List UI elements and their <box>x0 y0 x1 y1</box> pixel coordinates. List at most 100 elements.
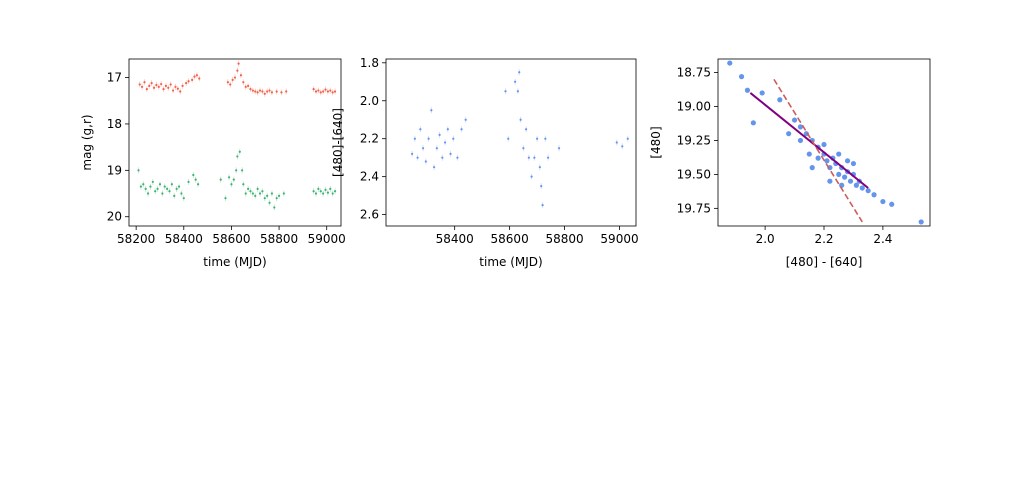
series-0 <box>727 60 924 225</box>
axes-frame <box>128 58 342 227</box>
data-point <box>544 137 547 140</box>
data-point <box>326 90 329 93</box>
plot-area <box>727 60 924 225</box>
data-point <box>821 141 827 148</box>
data-point <box>231 78 234 81</box>
data-point <box>329 187 332 190</box>
data-point <box>314 90 318 93</box>
data-point <box>791 117 798 123</box>
data-point <box>333 190 337 193</box>
data-point <box>194 178 197 181</box>
data-point <box>157 85 160 88</box>
data-point <box>229 83 232 86</box>
data-point <box>236 155 239 158</box>
data-point <box>258 89 262 92</box>
data-point <box>844 158 851 164</box>
data-point <box>192 173 195 177</box>
data-point <box>266 90 269 93</box>
data-point <box>438 133 441 137</box>
data-point <box>176 87 179 90</box>
y-tick-label: 17 <box>107 71 122 85</box>
data-point <box>331 91 334 94</box>
data-point <box>744 87 751 93</box>
data-point <box>519 118 522 121</box>
data-point <box>171 89 175 92</box>
data-point <box>251 192 254 195</box>
subplot-color-lightcurve: 58400 58600 58800 59000 1.8 2.0 2.2 2.4 2.6 time … <box>331 56 639 269</box>
data-point <box>177 185 181 188</box>
data-point <box>180 192 183 195</box>
data-point <box>270 192 274 195</box>
data-point <box>871 192 877 198</box>
subplot-color-magnitude: 2.0 2.2 2.4 18.75 19.00 19.25 19.50 19.75 [480] … <box>649 58 931 269</box>
data-point <box>158 183 162 186</box>
data-point <box>322 90 325 93</box>
data-point <box>324 188 327 191</box>
data-point <box>239 74 243 77</box>
data-point <box>317 187 320 190</box>
data-point <box>329 89 332 92</box>
data-point <box>847 178 854 184</box>
y-axis-label: [480] <box>649 126 663 158</box>
data-point <box>144 187 147 190</box>
data-point <box>170 183 173 186</box>
data-point <box>441 156 444 159</box>
data-point <box>187 180 190 184</box>
data-point <box>249 190 252 193</box>
data-point <box>244 85 247 88</box>
data-point <box>137 169 140 172</box>
data-point <box>452 137 455 140</box>
data-point <box>233 76 237 79</box>
plot-area <box>137 60 337 211</box>
x-tick-label: 58600 <box>491 232 529 246</box>
data-point <box>236 69 239 72</box>
data-point <box>540 185 543 188</box>
data-point <box>266 194 269 197</box>
data-point <box>809 165 815 171</box>
data-point <box>797 137 804 144</box>
x-tick-label: 58600 <box>212 232 250 246</box>
y-axis-label: mag (g,r) <box>80 114 94 170</box>
data-point <box>263 197 266 200</box>
data-point <box>312 190 315 193</box>
data-point <box>836 171 842 178</box>
data-point <box>182 197 185 200</box>
data-point <box>504 90 507 93</box>
data-point <box>312 88 315 91</box>
data-point <box>261 190 264 193</box>
plot-area <box>410 69 629 209</box>
data-point <box>738 74 745 80</box>
data-point <box>533 156 536 159</box>
data-point <box>152 86 156 89</box>
data-point <box>285 90 288 93</box>
data-point <box>626 137 629 140</box>
data-point <box>410 152 414 155</box>
data-point <box>535 137 539 140</box>
data-point <box>258 192 262 195</box>
data-point <box>175 187 178 190</box>
data-point <box>164 84 168 88</box>
y-tick-label: 18.75 <box>677 66 711 80</box>
data-point <box>331 192 334 195</box>
data-point <box>530 175 533 178</box>
data-point <box>219 178 222 181</box>
data-point <box>247 187 250 190</box>
data-point <box>621 145 624 148</box>
data-point <box>242 183 245 186</box>
data-point <box>196 183 200 186</box>
y-tick-label: 2.6 <box>360 208 379 222</box>
data-point <box>241 169 244 172</box>
y-tick-label: 18 <box>107 117 122 131</box>
data-point <box>145 88 148 91</box>
x-tick-label: 58800 <box>545 232 583 246</box>
data-point <box>224 197 227 200</box>
data-point <box>254 194 257 197</box>
data-point <box>149 185 152 188</box>
data-point <box>322 192 325 195</box>
data-point <box>853 182 859 188</box>
data-point <box>514 80 517 83</box>
data-point <box>527 156 530 159</box>
data-point <box>273 206 276 209</box>
data-point <box>151 180 154 184</box>
